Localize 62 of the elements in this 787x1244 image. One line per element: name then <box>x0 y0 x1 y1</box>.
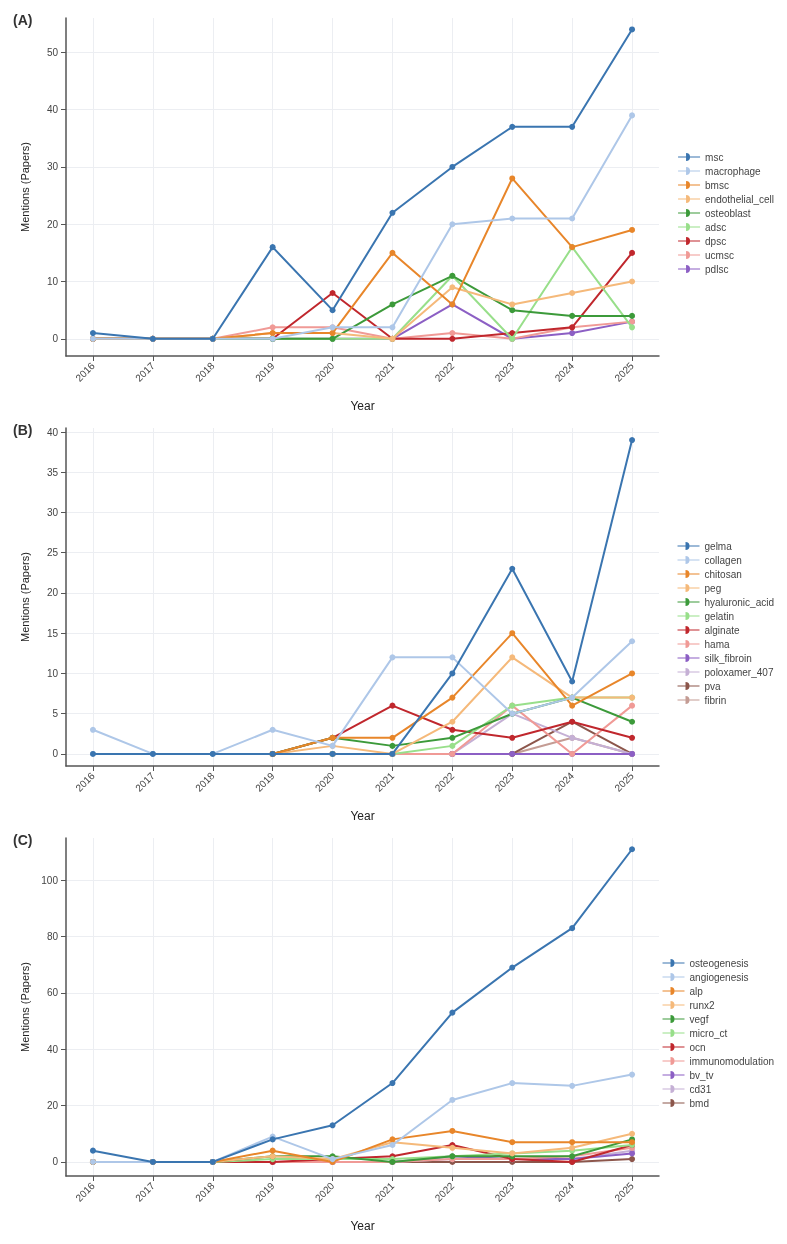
y-tick-label: 25 <box>46 547 59 559</box>
legend-label: osteogenesis <box>689 957 749 969</box>
legend-label: gelatin <box>704 610 734 622</box>
y-tick-label: 60 <box>46 987 59 999</box>
legend-label: bmsc <box>705 179 729 191</box>
y-tick-label: 50 <box>46 46 59 58</box>
y-tick-label: 20 <box>46 218 59 230</box>
legend-label: hama <box>704 638 730 650</box>
y-tick-label: 100 <box>41 874 59 886</box>
legend-label: pdlsc <box>705 263 729 275</box>
legend-label: macrophage <box>705 165 762 177</box>
legend-label: collagen <box>704 554 742 566</box>
legend-label: chitosan <box>704 568 742 580</box>
legend-label: alginate <box>704 624 740 636</box>
chart-title: (B) <box>13 422 33 438</box>
legend-label: endothelial_cell <box>705 193 775 205</box>
y-tick-label: 30 <box>46 507 59 518</box>
y-tick-label: 20 <box>46 587 59 599</box>
legend-label: hyaluronic_acid <box>704 596 775 608</box>
y-tick-label: 10 <box>46 276 59 288</box>
x-axis-title: Year <box>350 1219 375 1233</box>
chart-title: (A) <box>13 12 33 28</box>
legend-label: ocn <box>689 1041 706 1053</box>
legend-label: msc <box>705 151 724 163</box>
chart-title: (C) <box>13 832 33 848</box>
y-axis-title: Mentions (Papers) <box>18 142 31 232</box>
y-tick-label: 0 <box>52 333 59 345</box>
legend-label: bmd <box>689 1097 709 1109</box>
legend-label: gelma <box>704 540 733 552</box>
y-tick-label: 40 <box>46 104 59 116</box>
legend-label: dpsc <box>705 235 727 247</box>
y-axis-title: Mentions (Papers) <box>18 552 31 642</box>
legend-label: vegf <box>689 1013 709 1025</box>
legend-label: bv_tv <box>689 1069 714 1081</box>
legend-label: osteoblast <box>705 207 751 219</box>
y-tick-label: 5 <box>52 708 59 720</box>
legend-label: ucmsc <box>705 249 734 261</box>
legend-label: micro_ct <box>689 1027 728 1039</box>
legend-label: pva <box>704 680 722 692</box>
legend-label: angiogenesis <box>689 971 749 983</box>
y-tick-label: 80 <box>46 931 59 943</box>
y-tick-label: 40 <box>46 1043 59 1055</box>
y-tick-label: 30 <box>46 161 59 173</box>
y-tick-label: 15 <box>46 627 59 639</box>
y-tick-label: 35 <box>46 466 59 478</box>
legend-label: alp <box>689 985 704 997</box>
legend-label: adsc <box>705 221 727 233</box>
x-axis-title: Year <box>350 399 375 413</box>
legend-label: poloxamer_407 <box>704 666 774 678</box>
x-axis-title: Year <box>350 809 375 823</box>
y-tick-label: 10 <box>46 667 59 679</box>
y-tick-label: 0 <box>52 748 59 760</box>
legend-label: fibrin <box>704 694 727 706</box>
legend-label: peg <box>704 582 722 594</box>
y-tick-label: 0 <box>52 1156 59 1168</box>
legend-label: cd31 <box>689 1083 712 1095</box>
legend-label: immunomodulation <box>689 1055 775 1067</box>
y-tick-label: 20 <box>46 1100 59 1112</box>
legend-label: silk_fibroin <box>704 652 752 664</box>
y-axis-title: Mentions (Papers) <box>18 962 31 1052</box>
y-tick-label: 40 <box>46 426 59 438</box>
legend-label: runx2 <box>689 999 715 1011</box>
